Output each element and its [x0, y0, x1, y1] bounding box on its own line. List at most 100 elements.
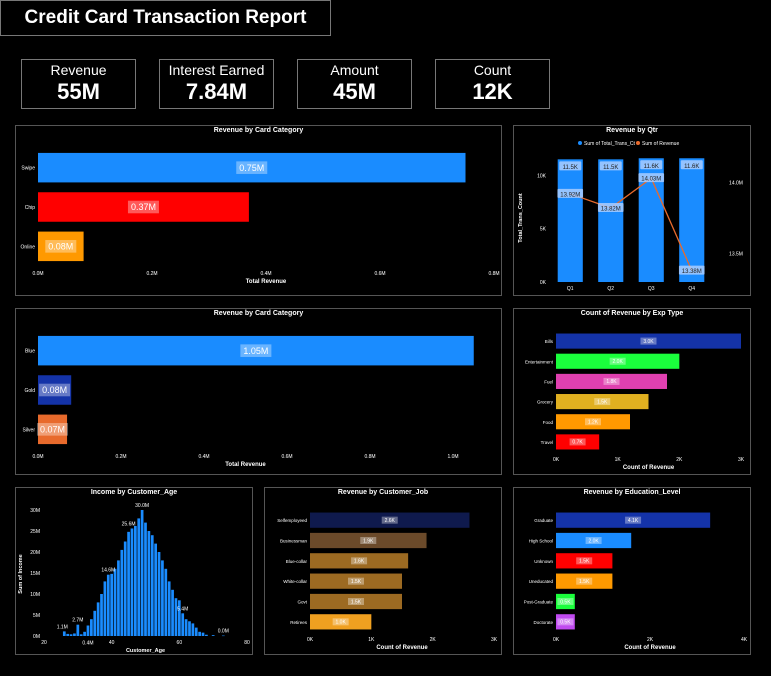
category-label: Blue-collar [286, 559, 308, 564]
x-axis-title: Customer_Age [126, 648, 165, 654]
data-label: 1.9K [363, 538, 374, 544]
data-label: 0.08M [48, 241, 73, 251]
bar-2 [556, 553, 613, 569]
x-tick-label: 60 [177, 640, 183, 646]
chart-panel-income-age[interactable]: Income by Customer_Age 0M 5M 10M 15M 20M 25M 3… [15, 487, 253, 655]
data-label: 4.1K [628, 518, 639, 524]
line-value-label: 13.38M [682, 269, 702, 275]
bar-value-label-bg [640, 160, 663, 170]
data-label-bg [557, 598, 574, 605]
x-axis-title: Total Revenue [246, 279, 287, 285]
x-tick-label: 0K [553, 637, 560, 643]
category-label: Graduate [534, 518, 553, 523]
chart-panel-revenue-card-category-2[interactable]: Revenue by Card Category Blue 1.05M Gold 0.… [15, 308, 502, 475]
legend-label: Sum of Total_Trans_Ct [584, 141, 635, 147]
kpi-revenue-card[interactable]: Revenue 55M [21, 59, 136, 109]
x-tick-label: 3K [738, 457, 745, 463]
age-bar [184, 619, 188, 636]
age-bar [144, 522, 147, 636]
x-tick-label: 0.2M [115, 454, 126, 460]
chart-panel-revenue-card-category-1[interactable]: Revenue by Card Category Swipe 0.75M Chip 0… [15, 125, 502, 296]
bar-1 [556, 353, 680, 369]
category-label: Govt [297, 600, 307, 605]
x-tick-label: 0.4M [260, 271, 271, 277]
age-bar [194, 627, 198, 636]
report-title: Credit Card Transaction Report [0, 0, 331, 36]
age-bar [113, 568, 117, 636]
x-tick-label: 0.8M [364, 454, 375, 460]
kpi-interest-card[interactable]: Interest Earned 7.84M [159, 59, 274, 109]
data-label: 1.8K [606, 379, 617, 385]
bar-0 [556, 333, 741, 349]
x-tick-label: 1.0M [447, 454, 458, 460]
x-tick-label: 1K [368, 637, 375, 643]
data-label-bg [609, 357, 626, 365]
age-bar [181, 613, 185, 636]
line-value-label: 14.03M [641, 177, 661, 183]
bar-0 [310, 512, 470, 528]
bar-1 [38, 375, 72, 405]
y-tick-label: 5M [33, 613, 40, 619]
data-label: 1.5K [579, 559, 590, 565]
data-annotation: 5.4M [177, 606, 188, 612]
chart-panel-customer-job[interactable]: Revenue by Customer_Job Selfemployeed 2.6… [264, 487, 502, 655]
age-bar [167, 581, 171, 636]
chart-panel-revenue-by-qtr[interactable]: Revenue by Qtr Sum of Total_Trans_Ct Sum … [513, 125, 751, 296]
x-tick-label: 2K [430, 637, 437, 643]
kpi-label: Amount [330, 62, 379, 78]
age-bar [96, 602, 100, 636]
age-bar [164, 568, 168, 636]
x-axis-title: Count of Revenue [623, 465, 675, 471]
x-tick-label: Q2 [607, 286, 614, 292]
data-label: 2.0K [613, 359, 624, 365]
x-tick-label: 4K [741, 637, 748, 643]
age-bar [171, 589, 174, 636]
kpi-label: Interest Earned [168, 62, 265, 78]
age-bar [150, 535, 154, 636]
age-bar [66, 633, 70, 636]
y-tick-label: 10K [537, 173, 547, 179]
data-label-bg [594, 398, 611, 406]
data-label-bg [351, 557, 368, 565]
line-value-label-bg [678, 265, 705, 275]
chart-panel-exp-type[interactable]: Count of Revenue by Exp Type Bills 3.0K En… [513, 308, 751, 475]
y-tick-label: 15M [30, 571, 40, 577]
data-annotation: 0.0M [218, 629, 229, 635]
data-label-bg [640, 337, 657, 345]
category-label: Selfemployeed [277, 518, 307, 523]
bar-value-label-bg [680, 160, 703, 170]
chart-svg: Selfemployeed 2.6K Businessman 1.9K Blue-col… [277, 512, 498, 651]
age-bar [83, 631, 86, 636]
x-tick-label: Q1 [567, 286, 574, 292]
kpi-count-card[interactable]: Count 12K [435, 59, 550, 109]
age-bar [221, 635, 225, 637]
age-bar [100, 594, 103, 636]
bar-5 [556, 434, 600, 450]
data-label-bg [348, 577, 364, 585]
bar-2 [38, 414, 68, 445]
category-label: Online [21, 244, 36, 250]
chart-panel-education[interactable]: Revenue by Education_Level Graduate 4.1K H… [513, 487, 751, 655]
category-label: Entertainment [525, 359, 554, 364]
bar-0 [38, 335, 474, 366]
bar-0 [38, 152, 466, 183]
qtr-bar-3 [679, 158, 705, 282]
x-axis-title: Count of Revenue [624, 645, 676, 651]
x-tick-label: 80 [244, 640, 250, 646]
bar-3 [310, 573, 402, 589]
category-label: Post-Graduate [524, 600, 554, 605]
x-tick-label: 0K [553, 457, 560, 463]
data-annotation: 1.1M [57, 624, 68, 630]
y-tick-label: 30M [30, 508, 40, 514]
data-label-bg [240, 344, 272, 357]
kpi-label: Count [473, 62, 512, 78]
category-label: Swipe [21, 166, 35, 172]
line-value-label-bg [597, 203, 624, 213]
category-label: Blue [25, 349, 35, 355]
data-label-bg [381, 516, 398, 524]
bar-0 [556, 512, 711, 528]
bar-value-label-bg [559, 161, 582, 171]
x-axis-title: Count of Revenue [376, 645, 428, 651]
kpi-amount-card[interactable]: Amount 45M [297, 59, 412, 109]
chart-title: Revenue by Customer_Job [337, 489, 429, 496]
